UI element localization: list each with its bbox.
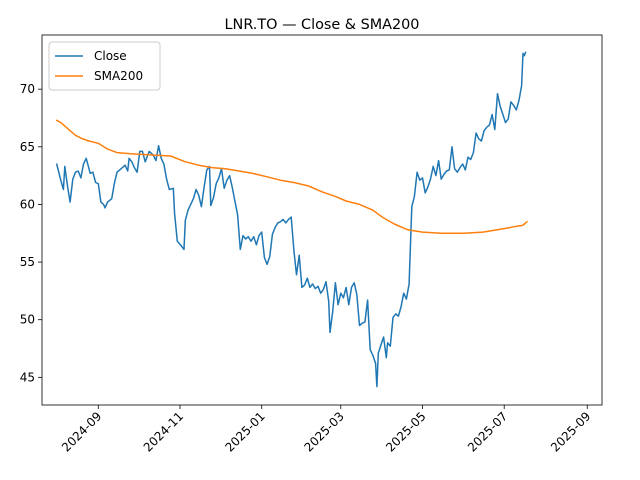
y-tick-label: 45 xyxy=(20,370,35,384)
y-tick-label: 50 xyxy=(20,313,35,327)
x-tick-label: 2024-11 xyxy=(141,409,186,454)
series-line-sma200 xyxy=(55,119,528,235)
legend-box xyxy=(48,41,161,91)
axes-frame xyxy=(41,34,603,406)
x-tick-label: 2025-05 xyxy=(383,409,428,454)
x-tick-label: 2025-09 xyxy=(548,409,593,454)
series-line-close xyxy=(55,51,527,388)
legend: Close SMA200 xyxy=(48,41,161,91)
y-tick-label: 60 xyxy=(20,197,35,211)
x-tick-label: 2024-09 xyxy=(59,409,104,454)
chart-title: LNR.TO — Close & SMA200 xyxy=(225,17,420,33)
legend-label: SMA200 xyxy=(94,69,143,83)
y-tick-label: 70 xyxy=(20,82,35,96)
legend-label: Close xyxy=(94,49,127,63)
x-axis: 2024-09 2024-11 2025-01 2025-03 2025-05 2025-… xyxy=(59,405,593,455)
y-tick-label: 55 xyxy=(20,255,35,269)
y-axis: 45 50 55 60 65 70 xyxy=(20,82,42,384)
series-layer xyxy=(55,51,528,388)
y-tick-label: 65 xyxy=(20,140,35,154)
x-tick-label: 2025-03 xyxy=(302,409,347,454)
x-tick-label: 2025-01 xyxy=(222,409,267,454)
x-tick-label: 2025-07 xyxy=(465,409,510,454)
